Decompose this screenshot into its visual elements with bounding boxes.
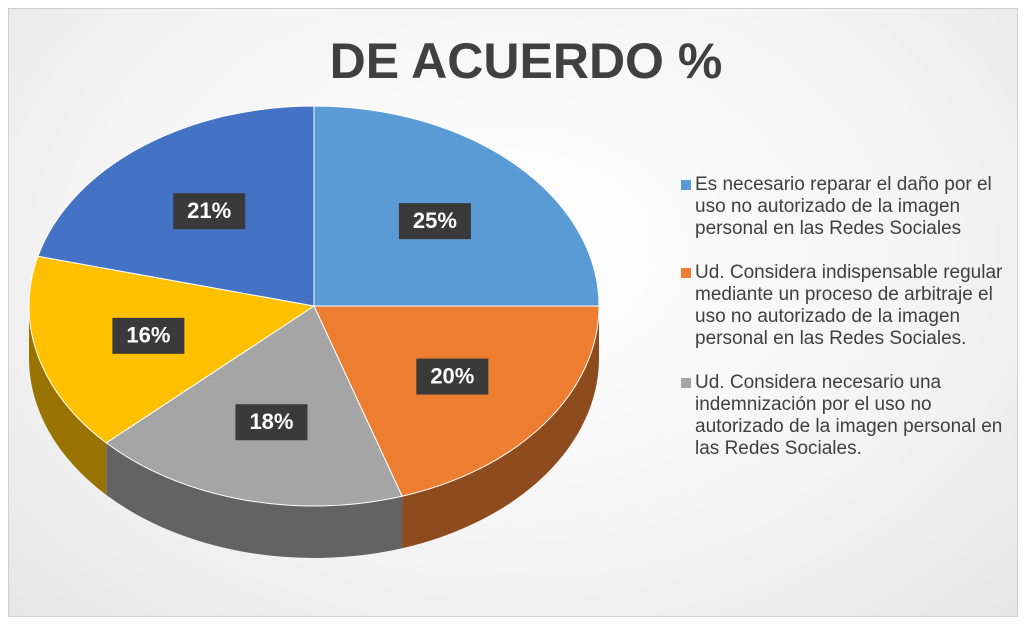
data-label-box xyxy=(235,404,308,441)
legend: Es necesario reparar el daño por el uso … xyxy=(681,174,1011,482)
data-label-box xyxy=(173,193,246,230)
pie-slice xyxy=(313,305,600,497)
data-label-box xyxy=(398,203,471,240)
data-label-box xyxy=(112,317,185,354)
legend-entry: Ud. Considera indispensable regular medi… xyxy=(681,262,1011,350)
legend-label: Ud. Considera necesario una indemnizació… xyxy=(695,372,1003,459)
legend-entry: Es necesario reparar el daño por el uso … xyxy=(681,174,1011,240)
legend-entry: Ud. Considera necesario una indemnizació… xyxy=(681,372,1011,460)
pie-sides xyxy=(29,306,599,558)
data-label: 21% xyxy=(187,198,231,223)
legend-swatch xyxy=(681,268,691,278)
data-label: 20% xyxy=(430,363,474,388)
legend-swatch xyxy=(681,378,691,388)
chart-title: DE ACUERDO % xyxy=(330,33,723,89)
pie-canvas: DE ACUERDO % 25% 20% 18% 16% 21% xyxy=(28,33,723,558)
data-label-box xyxy=(416,358,489,395)
legend-label: Es necesario reparar el daño por el uso … xyxy=(695,174,992,239)
data-label: 25% xyxy=(413,208,457,233)
pie-side xyxy=(402,306,599,549)
data-label: 16% xyxy=(126,323,170,348)
data-label: 18% xyxy=(249,409,293,434)
pie-side xyxy=(29,306,107,495)
chart: DE ACUERDO % 25% 20% 18% 16% 21% Es necesari… xyxy=(8,8,1018,617)
legend-swatch xyxy=(681,180,691,190)
pie-side xyxy=(106,442,403,558)
legend-label: Ud. Considera indispensable regular medi… xyxy=(695,262,1003,349)
